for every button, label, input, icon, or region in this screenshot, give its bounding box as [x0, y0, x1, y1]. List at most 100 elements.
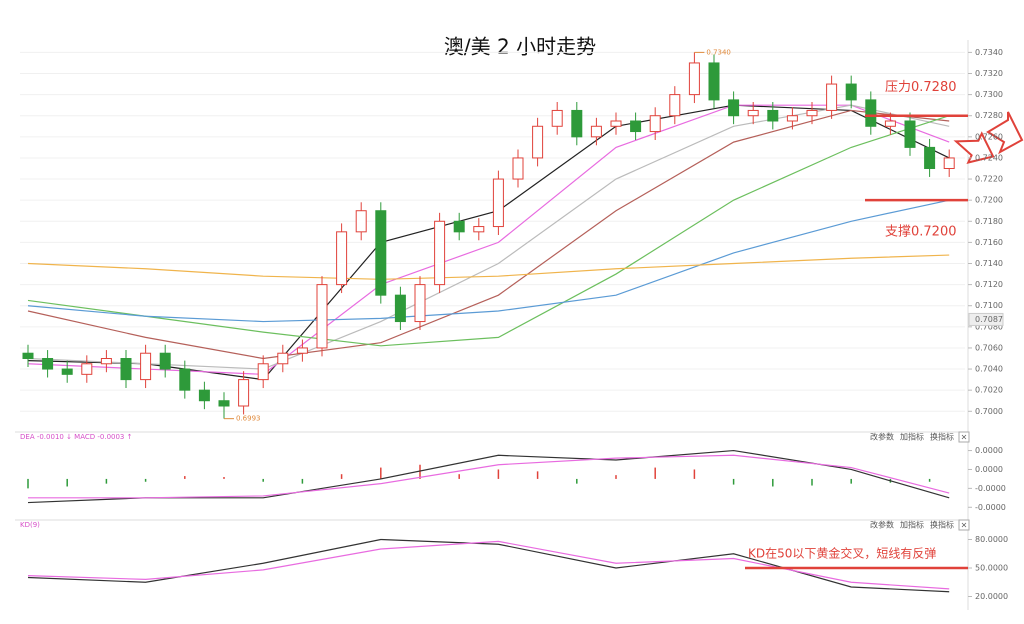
candle-body [688, 62, 700, 96]
candle-body [355, 210, 367, 233]
y-tick-label: 0.7220 [975, 175, 1003, 184]
toolbar-button[interactable]: 改参数 [870, 432, 894, 442]
candle-body [336, 231, 348, 286]
extreme-label: 0.7340 [706, 48, 731, 56]
indicator-line [27, 540, 950, 590]
candle-body [845, 83, 857, 101]
candle-body [943, 157, 955, 169]
y-tick-label: 0.7180 [975, 217, 1003, 226]
candle-body [512, 157, 524, 180]
price-marker-label: 0.7087 [975, 315, 1003, 324]
candle-body [42, 358, 54, 370]
candle-body [551, 109, 563, 127]
candle-body [786, 115, 798, 122]
candle-body [492, 178, 504, 228]
arrow-icon [986, 111, 1024, 155]
candle-body [296, 347, 308, 354]
candle-body [826, 83, 838, 111]
candle-body [100, 358, 112, 365]
y-tick-label: 0.7040 [975, 365, 1003, 374]
candle-body [316, 284, 328, 349]
y-tick-label: 20.0000 [975, 592, 1008, 601]
candle-body [865, 99, 877, 127]
y-tick-label: 0.7260 [975, 132, 1003, 141]
candle-body [904, 120, 916, 148]
y-tick-label: 0.7320 [975, 69, 1003, 78]
candle-body [532, 125, 544, 159]
chart-title: 澳/美 2 小时走势 [444, 35, 596, 59]
y-tick-label: 0.0000 [975, 465, 1003, 474]
candle-body [571, 109, 583, 138]
candle-body [708, 62, 720, 101]
y-tick-label: 0.7160 [975, 238, 1003, 247]
y-tick-label: 0.7060 [975, 343, 1003, 352]
indicator-line [28, 454, 950, 499]
candle-body [277, 352, 289, 365]
candle-body [590, 125, 602, 138]
close-button[interactable]: × [961, 521, 968, 530]
y-tick-label: 0.7080 [975, 322, 1003, 331]
level-label: 压力0.7280 [885, 80, 957, 95]
candle-body [630, 120, 642, 133]
y-tick-label: 0.7300 [975, 90, 1003, 99]
candle-body [238, 379, 250, 407]
candle-body [198, 389, 210, 402]
candle-body [218, 400, 230, 407]
candle-body [728, 99, 740, 117]
candle-body [394, 294, 406, 323]
arrow-icon [953, 131, 995, 164]
close-button[interactable]: × [961, 433, 968, 442]
indicator-line [27, 254, 950, 280]
extreme-label: 0.6993 [236, 415, 261, 423]
candle-body [884, 120, 896, 127]
candle-body [924, 146, 936, 169]
y-tick-label: 0.7120 [975, 280, 1003, 289]
toolbar-button[interactable]: 加指标 [900, 520, 924, 530]
y-tick-label: 0.7240 [975, 153, 1003, 162]
candle-body [375, 210, 387, 296]
candle-body [473, 226, 485, 233]
candle-body [649, 115, 661, 133]
y-tick-label: -0.0000 [975, 503, 1006, 512]
toolbar-button[interactable]: 换指标 [930, 432, 954, 442]
toolbar-button[interactable]: 改参数 [870, 520, 894, 530]
y-tick-label: 0.7020 [975, 386, 1003, 395]
y-tick-label: 80.0000 [975, 535, 1008, 544]
candle-body [140, 352, 152, 381]
close-box [958, 431, 970, 443]
panel-header: DEA -0.0010 ↓ MACD -0.0003 ↑ [20, 433, 132, 441]
y-tick-label: 0.7100 [975, 301, 1003, 310]
indicator-line [27, 199, 950, 323]
candle-body [610, 120, 622, 127]
y-tick-label: 0.7280 [975, 111, 1003, 120]
candle-body [257, 363, 269, 381]
candle-body [120, 358, 132, 381]
candle-body [179, 368, 191, 391]
level-label: 支撑0.7200 [885, 225, 957, 240]
candle-body [22, 352, 34, 360]
toolbar-button[interactable]: 换指标 [930, 520, 954, 530]
y-tick-label: 0.7000 [975, 407, 1003, 416]
y-tick-label: 50.0000 [975, 564, 1008, 573]
candle-body [414, 284, 426, 323]
candle-body [81, 363, 93, 375]
candle-body [453, 220, 465, 233]
y-tick-label: 0.7140 [975, 259, 1003, 268]
candle-body [61, 368, 73, 375]
candle-body [434, 220, 446, 286]
y-tick-label: -0.0000 [975, 484, 1006, 493]
y-tick-label: 0.0000 [975, 446, 1003, 455]
indicator-line [27, 115, 950, 347]
candle-body [806, 109, 818, 117]
y-tick-label: 0.7340 [975, 48, 1003, 57]
level-label: KD在50以下黄金交叉，短线有反弹 [748, 546, 936, 561]
panel-header: KD(9) [20, 521, 40, 529]
price-marker-box [968, 312, 1004, 326]
y-tick-label: 0.7200 [975, 196, 1003, 205]
candle-body [767, 109, 779, 122]
toolbar-button[interactable]: 加指标 [900, 432, 924, 442]
candle-body [159, 352, 171, 370]
close-box [958, 519, 970, 531]
candle-body [747, 109, 759, 117]
